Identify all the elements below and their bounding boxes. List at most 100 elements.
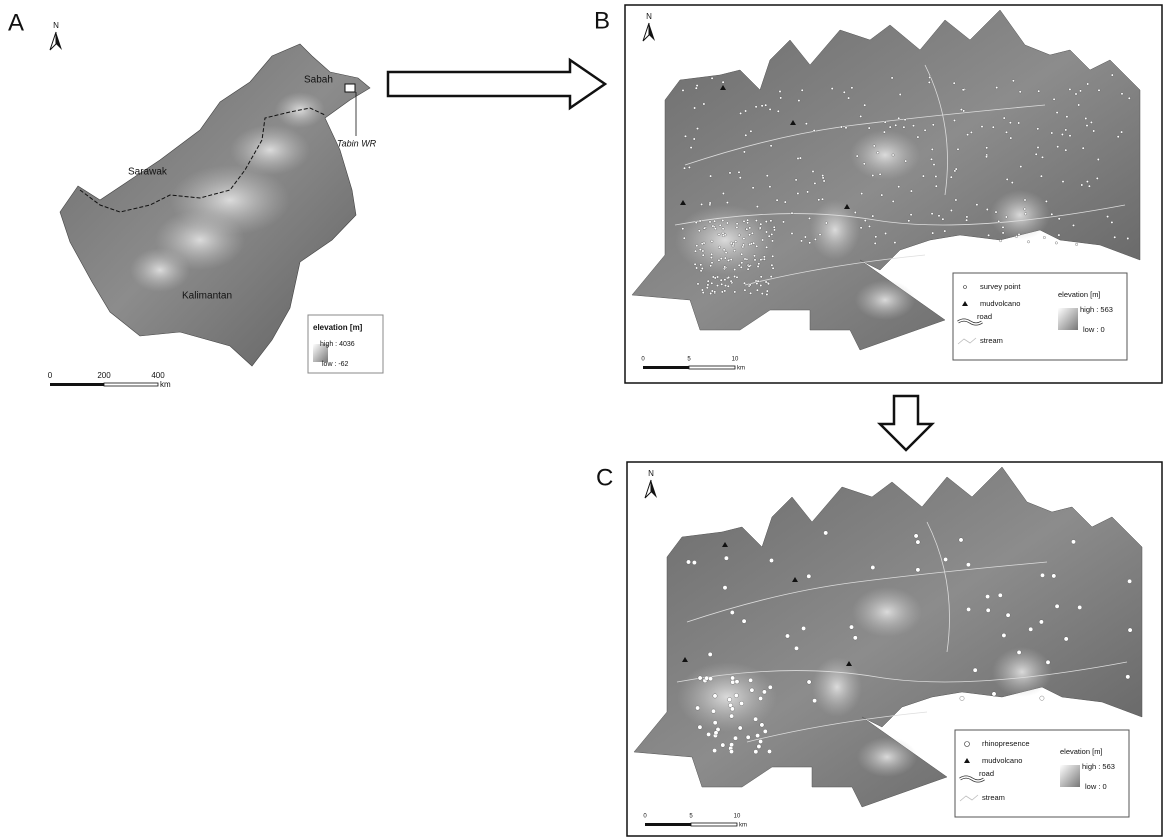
- survey-point: [1087, 83, 1089, 85]
- north-arrow: [50, 32, 56, 50]
- rhino-presence: [1017, 650, 1021, 654]
- survey-point: [845, 127, 847, 129]
- survey-point: [753, 255, 755, 257]
- survey-point: [818, 199, 820, 201]
- survey-point: [1056, 111, 1058, 113]
- survey-point: [718, 246, 720, 248]
- rhino-presence: [1055, 604, 1059, 608]
- survey-point: [707, 284, 709, 286]
- survey-point: [1086, 124, 1088, 126]
- rhino-presence: [739, 701, 743, 705]
- survey-point: [760, 276, 762, 278]
- survey-point: [701, 243, 703, 245]
- survey-point: [757, 265, 759, 267]
- rhino-presence: [1040, 696, 1044, 700]
- legend-low: low : -62: [322, 361, 349, 368]
- survey-point: [1027, 241, 1029, 243]
- survey-point: [791, 232, 793, 234]
- legend-title: elevation [m]: [313, 323, 363, 332]
- rhino-presence: [1002, 633, 1006, 637]
- survey-point: [766, 293, 768, 295]
- survey-point: [881, 194, 883, 196]
- rhino-presence: [730, 676, 734, 680]
- rhino-presence: [758, 739, 762, 743]
- survey-point: [892, 200, 894, 202]
- survey-point: [944, 230, 946, 232]
- survey-point: [1128, 97, 1130, 99]
- legend-high: high : 563: [1080, 305, 1113, 314]
- survey-point: [736, 276, 738, 278]
- survey-point: [772, 267, 774, 269]
- survey-point: [1075, 93, 1077, 95]
- survey-point: [931, 148, 933, 150]
- rhino-presence: [871, 565, 875, 569]
- survey-point: [805, 123, 807, 125]
- survey-point: [702, 291, 704, 293]
- survey-point: [1045, 200, 1047, 202]
- survey-point: [1072, 224, 1074, 226]
- legend-item: stream: [982, 793, 1005, 802]
- survey-point: [700, 270, 702, 272]
- legend-high: high : 563: [1082, 762, 1115, 771]
- survey-point: [950, 209, 952, 211]
- survey-point: [724, 284, 726, 286]
- rhino-presence: [758, 696, 762, 700]
- survey-point: [721, 291, 723, 293]
- survey-point: [709, 202, 711, 204]
- survey-point: [744, 258, 746, 260]
- survey-point: [740, 266, 742, 268]
- legend-symbol: [964, 286, 967, 289]
- survey-point: [755, 219, 757, 221]
- survey-point: [1011, 181, 1013, 183]
- rhino-presence: [973, 668, 977, 672]
- survey-point: [702, 250, 704, 252]
- survey-point: [727, 276, 729, 278]
- legend-low: low : 0: [1083, 325, 1105, 334]
- north-label: N: [53, 21, 59, 30]
- survey-point: [718, 233, 720, 235]
- rhino-presence: [794, 646, 798, 650]
- survey-point: [823, 180, 825, 182]
- survey-point: [1024, 199, 1026, 201]
- rhino-presence: [916, 568, 920, 572]
- survey-point: [730, 280, 732, 282]
- rhino-presence: [763, 729, 767, 733]
- survey-point: [763, 258, 765, 260]
- survey-point: [716, 284, 718, 286]
- rhino-presence: [769, 558, 773, 562]
- survey-point: [957, 148, 959, 150]
- survey-point: [795, 179, 797, 181]
- survey-point: [955, 168, 957, 170]
- survey-point: [1019, 91, 1021, 93]
- legend-title: elevation [m]: [1058, 290, 1101, 299]
- survey-point: [908, 220, 910, 222]
- survey-point: [962, 89, 964, 91]
- survey-point: [874, 242, 876, 244]
- survey-point: [868, 127, 870, 129]
- rhino-presence: [1071, 540, 1075, 544]
- survey-point: [743, 282, 745, 284]
- rhino-presence: [985, 594, 989, 598]
- survey-point: [721, 283, 723, 285]
- survey-point: [722, 232, 724, 234]
- survey-point: [1082, 147, 1084, 149]
- survey-point: [701, 289, 703, 291]
- survey-point: [693, 107, 695, 109]
- survey-point: [703, 227, 705, 229]
- rhino-presence: [986, 608, 990, 612]
- rhino-presence: [768, 685, 772, 689]
- survey-point: [953, 119, 955, 121]
- survey-point: [765, 104, 767, 106]
- survey-point: [743, 151, 745, 153]
- survey-point: [1012, 80, 1014, 82]
- rhino-presence: [760, 723, 764, 727]
- survey-point: [710, 265, 712, 267]
- legend-item: stream: [980, 336, 1003, 345]
- panel-label: B: [594, 7, 610, 34]
- rhino-presence: [801, 626, 805, 630]
- survey-point: [765, 231, 767, 233]
- survey-point: [746, 228, 748, 230]
- survey-point: [1069, 88, 1071, 90]
- survey-point: [960, 108, 962, 110]
- place-label: Kalimantan: [182, 291, 232, 302]
